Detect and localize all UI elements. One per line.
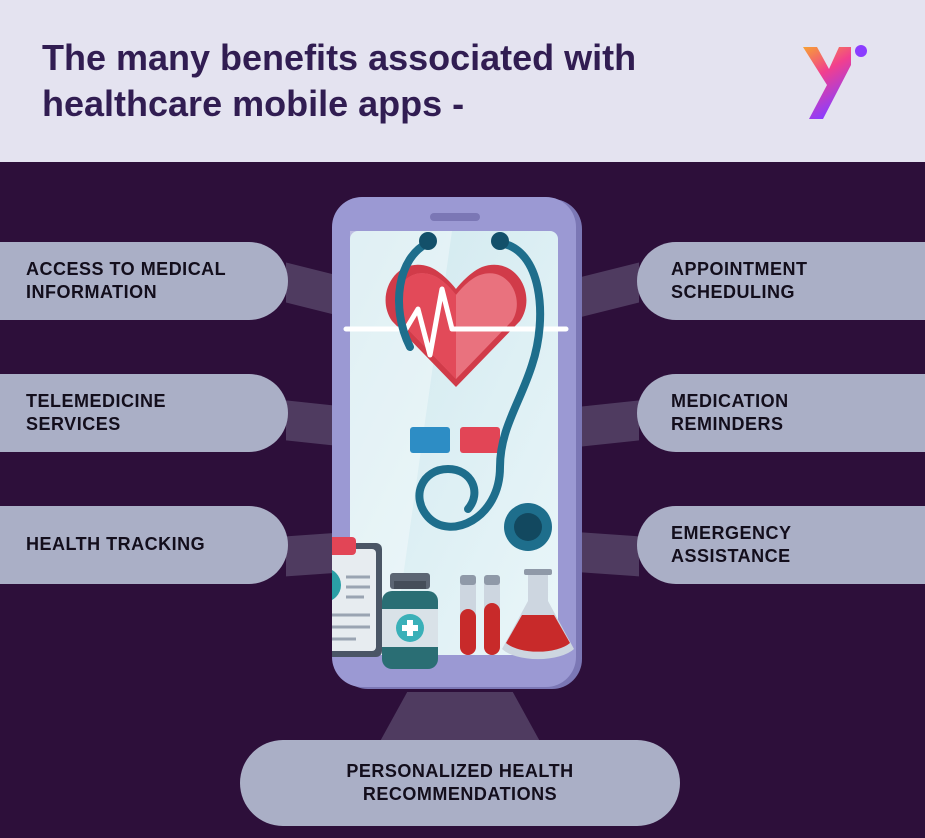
benefit-label: TELEMEDICINE SERVICES [26, 390, 262, 437]
benefit-label: PERSONALIZED HEALTH RECOMMENDATIONS [266, 760, 654, 807]
infographic-canvas: ACCESS TO MEDICAL INFORMATION TELEMEDICI… [0, 162, 925, 838]
benefit-pill: HEALTH TRACKING [0, 506, 288, 584]
benefit-label: EMERGENCY ASSISTANCE [671, 522, 899, 569]
brand-logo [795, 41, 875, 121]
benefit-pill: ACCESS TO MEDICAL INFORMATION [0, 242, 288, 320]
benefit-label: ACCESS TO MEDICAL INFORMATION [26, 258, 262, 305]
benefit-pill: PERSONALIZED HEALTH RECOMMENDATIONS [240, 740, 680, 826]
benefit-label: MEDICATION REMINDERS [671, 390, 899, 437]
benefit-label: HEALTH TRACKING [26, 533, 205, 556]
benefit-pill: MEDICATION REMINDERS [637, 374, 925, 452]
phone-illustration [332, 197, 588, 707]
benefit-pill: EMERGENCY ASSISTANCE [637, 506, 925, 584]
page-title: The many benefits associated with health… [42, 35, 742, 127]
benefit-pill: TELEMEDICINE SERVICES [0, 374, 288, 452]
benefit-label: APPOINTMENT SCHEDULING [671, 258, 899, 305]
benefit-pill: APPOINTMENT SCHEDULING [637, 242, 925, 320]
header: The many benefits associated with health… [0, 0, 925, 162]
